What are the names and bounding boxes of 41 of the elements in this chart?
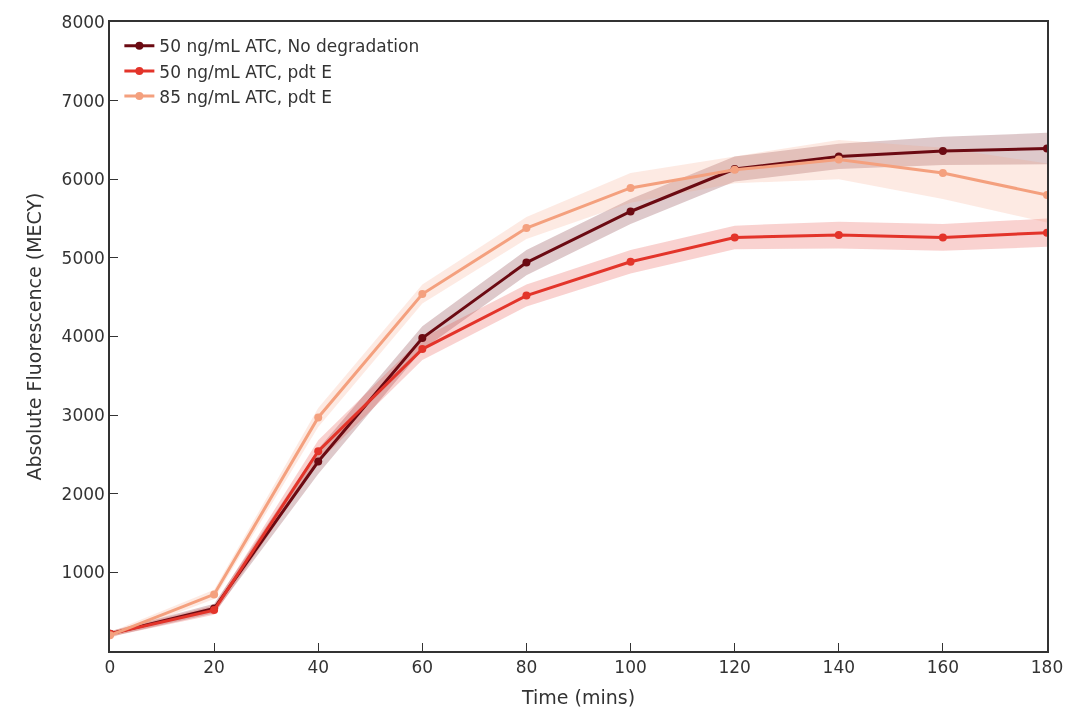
x-tick-label: 20 — [203, 657, 225, 678]
x-tick-label: 80 — [515, 657, 538, 678]
x-tick-label: 40 — [307, 657, 330, 678]
x-tick-label: 100 — [614, 657, 647, 678]
y-tick-label: 1000 — [61, 562, 105, 583]
legend-label: 50 ng/mL ATC, No degradation — [159, 36, 420, 57]
y-tick-label: 8000 — [61, 11, 105, 32]
point — [418, 334, 427, 343]
point — [626, 207, 635, 216]
x-tick-label: 140 — [822, 657, 856, 678]
point — [938, 146, 947, 155]
point — [314, 457, 323, 466]
x-axis-title: Time (mins) — [520, 686, 636, 709]
point — [938, 233, 947, 242]
point — [938, 168, 947, 177]
y-tick-label: 4000 — [61, 326, 105, 347]
point — [210, 590, 219, 599]
point — [730, 233, 739, 242]
x-tick-label: 120 — [718, 657, 751, 678]
x-tick-label: 160 — [926, 657, 960, 678]
y-tick-label: 3000 — [61, 405, 105, 426]
x-tick-label: 0 — [104, 657, 116, 678]
y-tick-label: 2000 — [61, 483, 105, 504]
x-tick-label: 180 — [1030, 657, 1064, 678]
point — [314, 447, 323, 456]
point — [418, 290, 427, 299]
point — [418, 345, 427, 354]
x-tick-label: 60 — [411, 657, 434, 678]
y-tick-label: 7000 — [61, 90, 105, 111]
point — [834, 231, 843, 240]
point — [522, 291, 531, 300]
point — [522, 224, 531, 232]
point — [626, 183, 635, 192]
point — [314, 413, 323, 422]
y-axis-title: Absolute Fluorescence (MECY) — [22, 192, 45, 481]
point — [626, 257, 635, 266]
y-tick-label: 5000 — [61, 247, 105, 268]
y-tick-label: 6000 — [61, 169, 105, 190]
legend-label: 50 ng/mL ATC, pdt E — [159, 61, 332, 82]
legend-label: 85 ng/mL ATC, pdt E — [159, 86, 332, 107]
point — [522, 258, 531, 267]
